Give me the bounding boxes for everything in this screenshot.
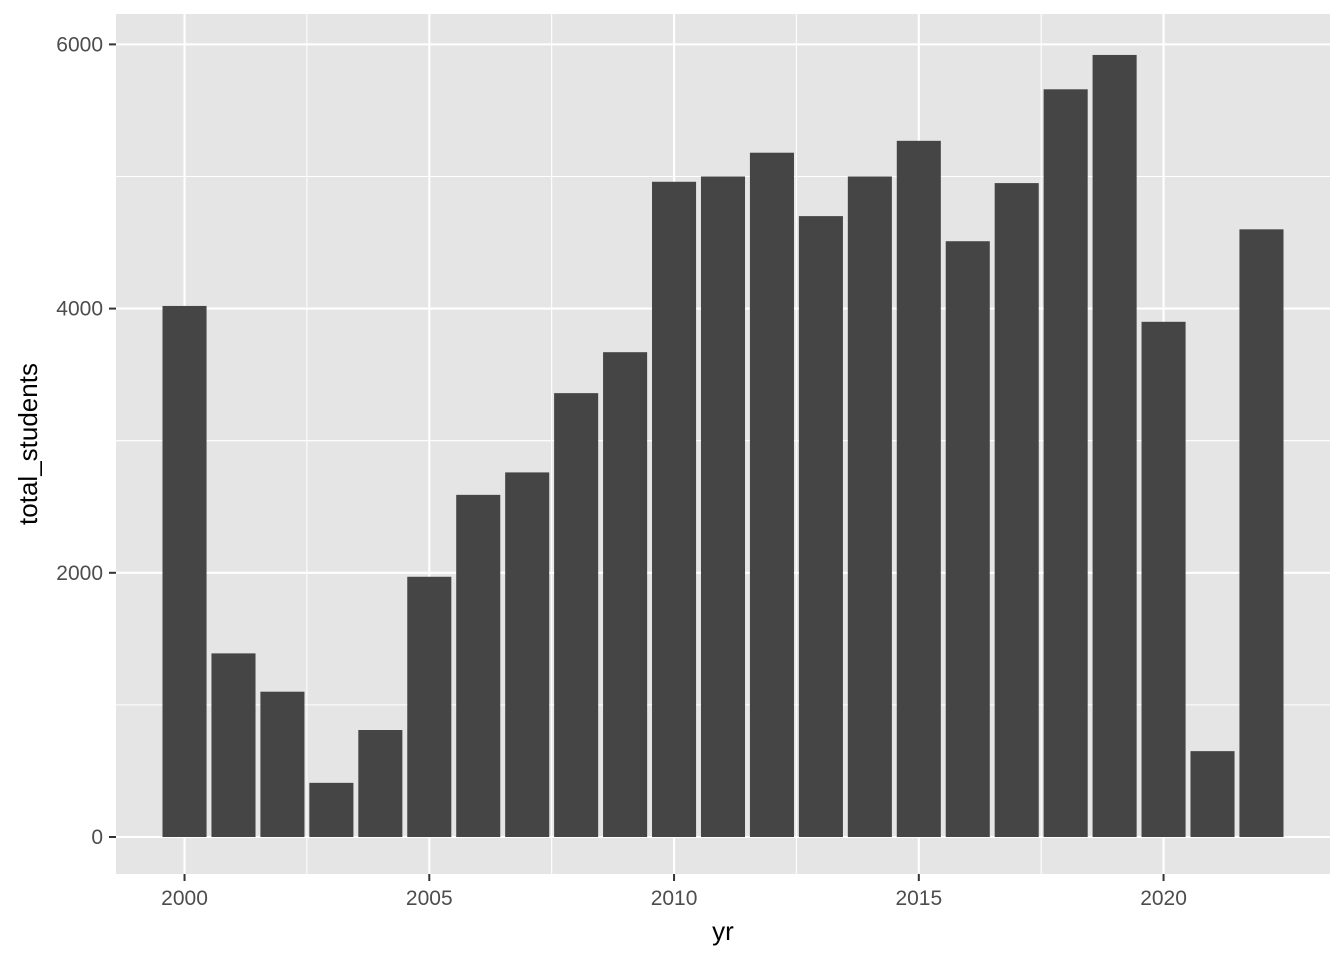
bar xyxy=(847,176,892,838)
y-tick-label: 6000 xyxy=(56,33,103,56)
bar xyxy=(994,183,1039,838)
bar xyxy=(407,576,452,838)
x-axis-title: yr xyxy=(712,916,734,946)
bar xyxy=(603,352,648,838)
y-tick-label: 2000 xyxy=(56,562,103,585)
bar xyxy=(700,176,746,838)
bar xyxy=(1190,751,1235,838)
bar xyxy=(505,472,550,838)
x-tick-label: 2020 xyxy=(1140,887,1187,910)
bar xyxy=(1239,229,1284,838)
bar xyxy=(456,494,501,838)
bar xyxy=(749,152,794,838)
bar xyxy=(554,393,599,838)
bar xyxy=(798,216,843,838)
bar xyxy=(652,181,697,838)
x-tick-label: 2010 xyxy=(651,887,698,910)
bar xyxy=(1141,321,1186,838)
bar xyxy=(162,305,207,838)
bar xyxy=(309,782,354,838)
bar xyxy=(211,653,256,838)
x-tick-label: 2005 xyxy=(406,887,453,910)
y-tick-label: 4000 xyxy=(56,298,103,321)
bar xyxy=(1092,54,1137,838)
bar xyxy=(260,691,305,838)
bar xyxy=(945,241,990,838)
bar xyxy=(1043,89,1088,838)
bars xyxy=(162,54,1284,838)
y-axis-title: total_students xyxy=(13,363,43,525)
y-tick-label: 0 xyxy=(91,826,103,849)
x-tick-label: 2015 xyxy=(895,887,942,910)
y-axis: 0 2000 4000 6000 xyxy=(56,33,116,849)
bar xyxy=(358,730,403,838)
x-axis: 2000 2005 2010 2015 2020 xyxy=(161,874,1187,910)
bar xyxy=(896,140,941,838)
x-tick-label: 2000 xyxy=(161,887,208,910)
